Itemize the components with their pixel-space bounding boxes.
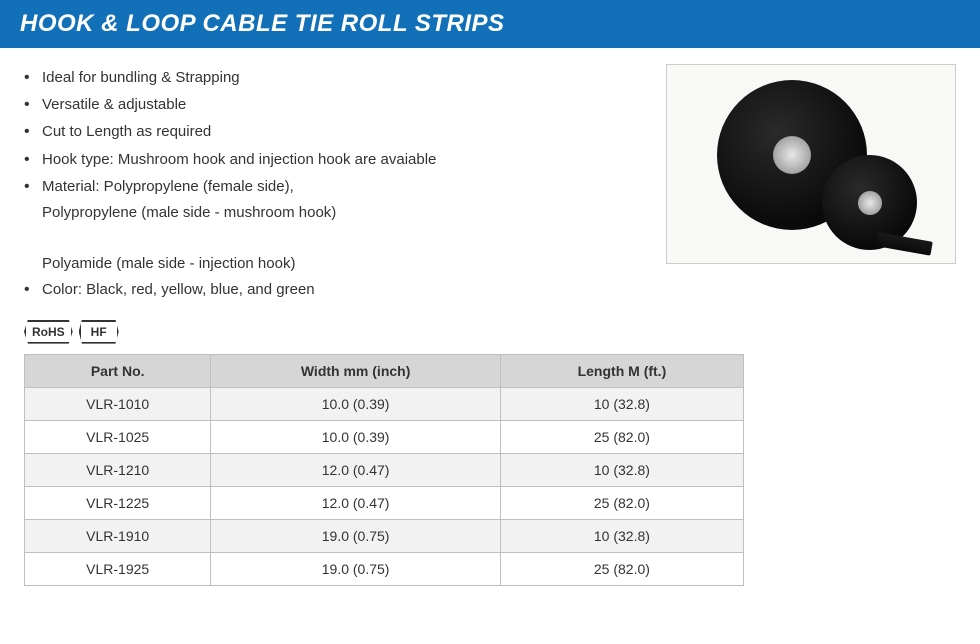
table-row: VLR-102510.0 (0.39)25 (82.0) <box>25 420 744 453</box>
table-cell: VLR-1910 <box>25 519 211 552</box>
table-row: VLR-192519.0 (0.75)25 (82.0) <box>25 552 744 585</box>
table-header: Width mm (inch) <box>211 354 500 387</box>
table-cell: 10 (32.8) <box>500 453 743 486</box>
table-cell: VLR-1210 <box>25 453 211 486</box>
hf-badge: HF <box>79 320 119 344</box>
table-cell: VLR-1225 <box>25 486 211 519</box>
feature-item: Hook type: Mushroom hook and injection h… <box>42 146 666 173</box>
compliance-badges: RoHSHF <box>0 312 980 350</box>
table-row: VLR-121012.0 (0.47)10 (32.8) <box>25 453 744 486</box>
feature-item: Cut to Length as required <box>42 118 666 145</box>
product-image <box>666 64 956 264</box>
feature-list: Ideal for bundling & StrappingVersatile … <box>24 64 666 304</box>
table-cell: 12.0 (0.47) <box>211 486 500 519</box>
spec-table: Part No.Width mm (inch)Length M (ft.) VL… <box>24 354 744 586</box>
table-row: VLR-101010.0 (0.39)10 (32.8) <box>25 387 744 420</box>
table-cell: 25 (82.0) <box>500 552 743 585</box>
table-cell: 10.0 (0.39) <box>211 387 500 420</box>
rohs-badge: RoHS <box>24 320 73 344</box>
table-header: Part No. <box>25 354 211 387</box>
content-row: Ideal for bundling & StrappingVersatile … <box>0 48 980 312</box>
roll-small-icon <box>822 155 917 250</box>
table-cell: VLR-1925 <box>25 552 211 585</box>
table-cell: VLR-1025 <box>25 420 211 453</box>
table-cell: 25 (82.0) <box>500 486 743 519</box>
table-cell: 19.0 (0.75) <box>211 552 500 585</box>
table-cell: 25 (82.0) <box>500 420 743 453</box>
feature-item: Material: Polypropylene (female side),Po… <box>42 173 666 277</box>
table-cell: 12.0 (0.47) <box>211 453 500 486</box>
page-title: HOOK & LOOP CABLE TIE ROLL STRIPS <box>0 0 980 48</box>
table-cell: 10 (32.8) <box>500 519 743 552</box>
table-cell: VLR-1010 <box>25 387 211 420</box>
table-header: Length M (ft.) <box>500 354 743 387</box>
feature-item: Color: Black, red, yellow, blue, and gre… <box>42 276 666 303</box>
feature-item: Ideal for bundling & Strapping <box>42 64 666 91</box>
table-cell: 19.0 (0.75) <box>211 519 500 552</box>
table-row: VLR-122512.0 (0.47)25 (82.0) <box>25 486 744 519</box>
table-cell: 10 (32.8) <box>500 387 743 420</box>
table-row: VLR-191019.0 (0.75)10 (32.8) <box>25 519 744 552</box>
table-cell: 10.0 (0.39) <box>211 420 500 453</box>
feature-item: Versatile & adjustable <box>42 91 666 118</box>
